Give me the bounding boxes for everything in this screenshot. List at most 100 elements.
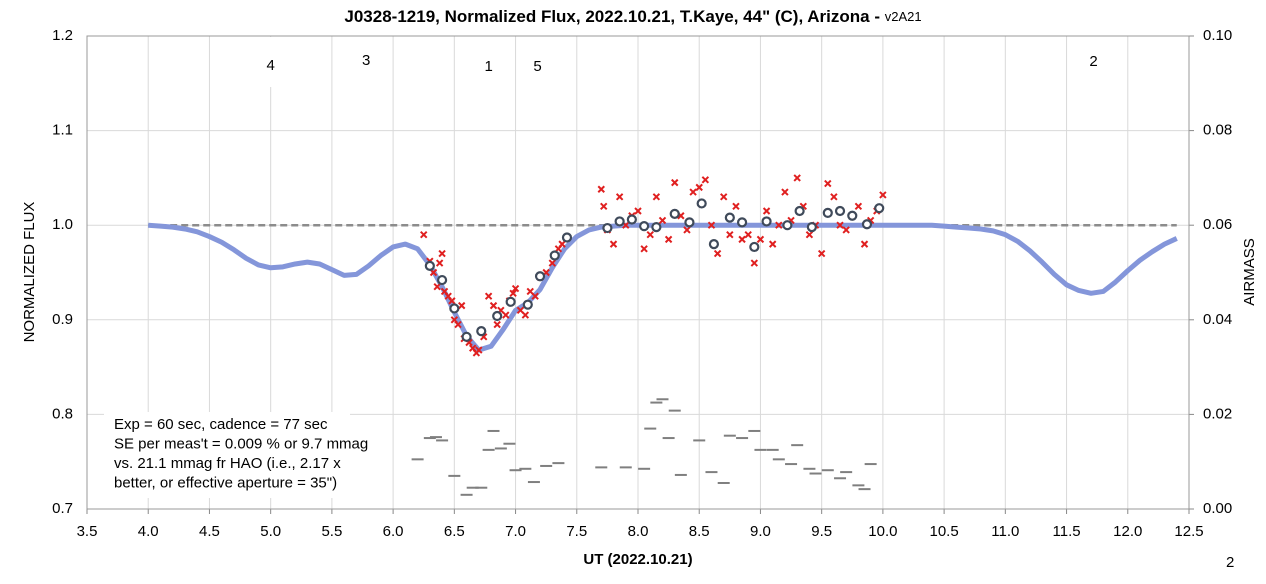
label-backdrop — [352, 37, 381, 82]
binned-point — [822, 207, 833, 219]
data-point — [640, 245, 648, 253]
binned-point — [861, 219, 873, 230]
binned-point — [724, 212, 735, 223]
data-point — [664, 235, 673, 244]
binned-point — [449, 303, 460, 314]
y-tick-label: 1.0 — [52, 216, 73, 233]
data-point — [489, 301, 498, 310]
x-tick-label: 11.5 — [1053, 523, 1081, 540]
y2-tick-label: 0.02 — [1203, 405, 1232, 422]
binned-point — [534, 271, 546, 282]
y2-tick-label: 0.04 — [1203, 311, 1232, 328]
data-point — [658, 216, 667, 225]
data-point — [738, 235, 746, 244]
data-point — [511, 284, 520, 293]
chart-subtitle: v2A21 — [885, 9, 922, 24]
y2-tick-label: 0.00 — [1203, 500, 1232, 517]
data-point — [600, 202, 608, 210]
data-point — [683, 226, 691, 234]
annotation: 1 — [484, 58, 492, 75]
x-tick-label: 4.0 — [138, 523, 159, 540]
note-backdrop — [104, 412, 350, 498]
x-axis-label: UT (2022.10.21) — [583, 551, 692, 568]
plot-frame — [86, 35, 1190, 510]
data-point — [433, 282, 441, 291]
label-backdrop — [523, 37, 552, 88]
data-point — [744, 230, 752, 239]
x-tick-label: 3.5 — [77, 523, 98, 540]
annotation: 3 — [362, 52, 370, 69]
data-point — [457, 301, 466, 310]
x-tick-label: 5.5 — [321, 523, 342, 540]
binned-point — [626, 214, 637, 225]
data-point — [842, 226, 850, 234]
binned-point — [669, 208, 680, 219]
y-tick-label: 0.8 — [52, 405, 73, 422]
data-point — [646, 230, 654, 239]
data-point — [652, 193, 661, 201]
binned-point — [696, 198, 707, 209]
binned-point — [794, 205, 805, 217]
note-line: better, or effective aperture = 35") — [114, 474, 337, 491]
y2-axis-label: AIRMASS — [1241, 238, 1258, 306]
data-point — [781, 188, 789, 196]
binned-point — [847, 210, 858, 221]
binned-point — [761, 216, 772, 227]
x-tick-label: 8.5 — [689, 523, 710, 540]
data-point — [732, 202, 740, 210]
binned-point — [602, 222, 613, 234]
x-tick-label: 11.0 — [991, 523, 1019, 540]
binned-point — [639, 221, 650, 232]
note-line: vs. 21.1 mmag fr HAO (i.e., 2.17 x — [114, 455, 341, 472]
x-tick-label: 7.5 — [566, 523, 587, 540]
data-point — [830, 193, 838, 201]
binned-point — [736, 217, 748, 228]
binned-point — [708, 239, 720, 250]
data-point — [720, 193, 728, 201]
data-point — [836, 221, 844, 229]
y-tick-label: 0.7 — [52, 500, 73, 517]
data-point — [475, 346, 483, 354]
x-tick-label: 9.0 — [750, 523, 771, 540]
annotation: 4 — [266, 57, 274, 74]
data-point — [435, 259, 444, 267]
binned-point — [651, 221, 662, 233]
x-tick-label: 12.5 — [1174, 523, 1203, 540]
binned-point — [874, 203, 885, 214]
binned-point — [782, 220, 793, 231]
binned-point — [834, 205, 846, 217]
binned-point — [684, 217, 695, 228]
data-point — [597, 185, 605, 193]
data-point — [750, 259, 759, 267]
binned-point — [505, 296, 516, 307]
data-point — [689, 188, 697, 196]
x-tick-label: 6.0 — [383, 523, 404, 540]
data-point — [634, 207, 642, 215]
label-backdrop — [256, 37, 285, 87]
binned-point — [424, 260, 435, 271]
data-point — [420, 230, 428, 239]
y-axis-label: NORMALIZED FLUX — [21, 202, 38, 343]
data-point — [509, 289, 517, 298]
chart-title-group: J0328-1219, Normalized Flux, 2022.10.21,… — [344, 7, 921, 26]
note-line: SE per meas't = 0.009 % or 9.7 mmag — [114, 435, 368, 452]
data-point — [484, 292, 493, 300]
data-point — [548, 259, 556, 267]
x-tick-label: 4.5 — [199, 523, 220, 540]
annotation: 2 — [1089, 53, 1097, 70]
y2-tick-label: 0.06 — [1203, 216, 1232, 233]
chart-title: J0328-1219, Normalized Flux, 2022.10.21,… — [344, 7, 884, 26]
x-tick-label: 10.0 — [868, 523, 897, 540]
data-point — [493, 320, 501, 329]
data-point — [609, 240, 618, 248]
data-point — [558, 240, 566, 248]
data-point — [726, 230, 734, 239]
data-point — [707, 221, 716, 229]
x-tick-label: 10.5 — [930, 523, 959, 540]
data-point — [762, 207, 771, 215]
data-point — [502, 311, 510, 319]
data-point — [521, 311, 530, 319]
data-point — [793, 174, 801, 182]
data-point — [615, 193, 624, 201]
x-tick-label: 7.0 — [505, 523, 526, 540]
